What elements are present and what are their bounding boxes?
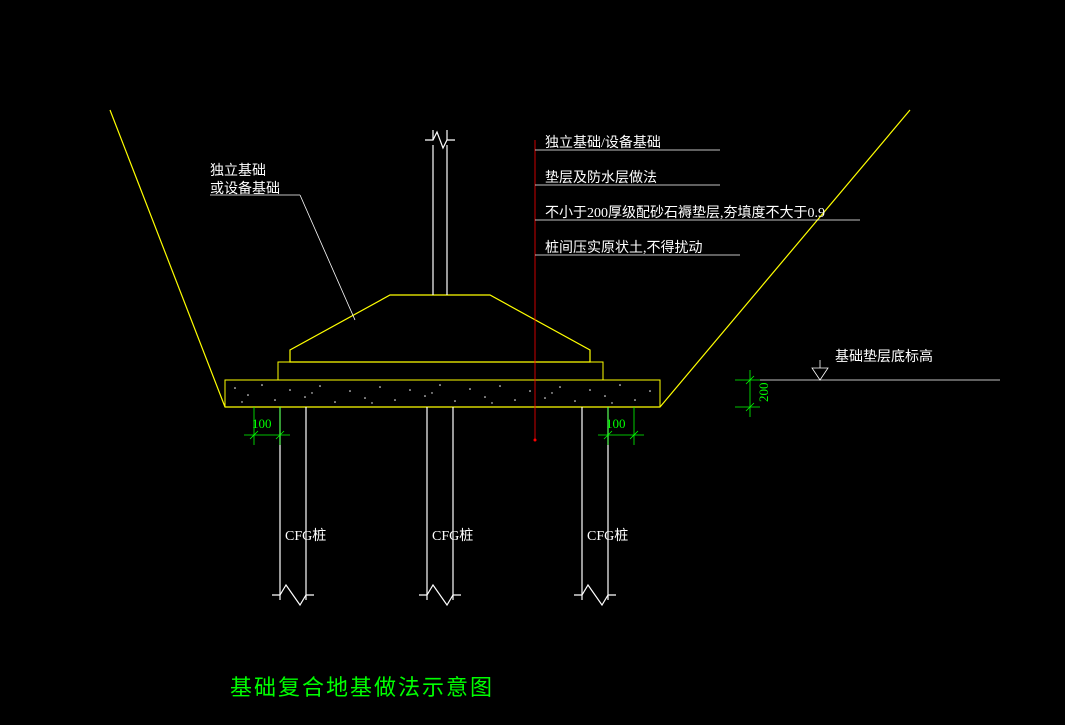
dim-200-text: 200 bbox=[756, 383, 772, 403]
pile-label-3: CFG桩 bbox=[587, 525, 628, 545]
pile-label-2: CFG桩 bbox=[432, 525, 473, 545]
dim-100-left-text: 100 bbox=[252, 416, 272, 432]
cushion-layer bbox=[225, 380, 660, 407]
note-4: 桩间压实原状土,不得扰动 bbox=[545, 237, 703, 257]
column bbox=[425, 130, 455, 295]
blinding-layer bbox=[278, 362, 603, 380]
note-1: 独立基础/设备基础 bbox=[545, 132, 661, 152]
note-3: 不小于200厚级配砂石褥垫层,夯填度不大于0.9 bbox=[545, 202, 825, 222]
piles bbox=[272, 407, 616, 605]
note-2: 垫层及防水层做法 bbox=[545, 167, 657, 187]
label-left-foundation-2: 或设备基础 bbox=[210, 178, 280, 198]
pile-label-1: CFG桩 bbox=[285, 525, 326, 545]
drawing-title: 基础复合地基做法示意图 bbox=[230, 670, 494, 702]
label-left-foundation-1: 独立基础 bbox=[210, 160, 266, 180]
label-elevation: 基础垫层底标高 bbox=[835, 346, 933, 366]
leader-left-foundation bbox=[210, 195, 355, 320]
dim-100-right-text: 100 bbox=[606, 416, 626, 432]
spread-footing bbox=[290, 295, 590, 362]
